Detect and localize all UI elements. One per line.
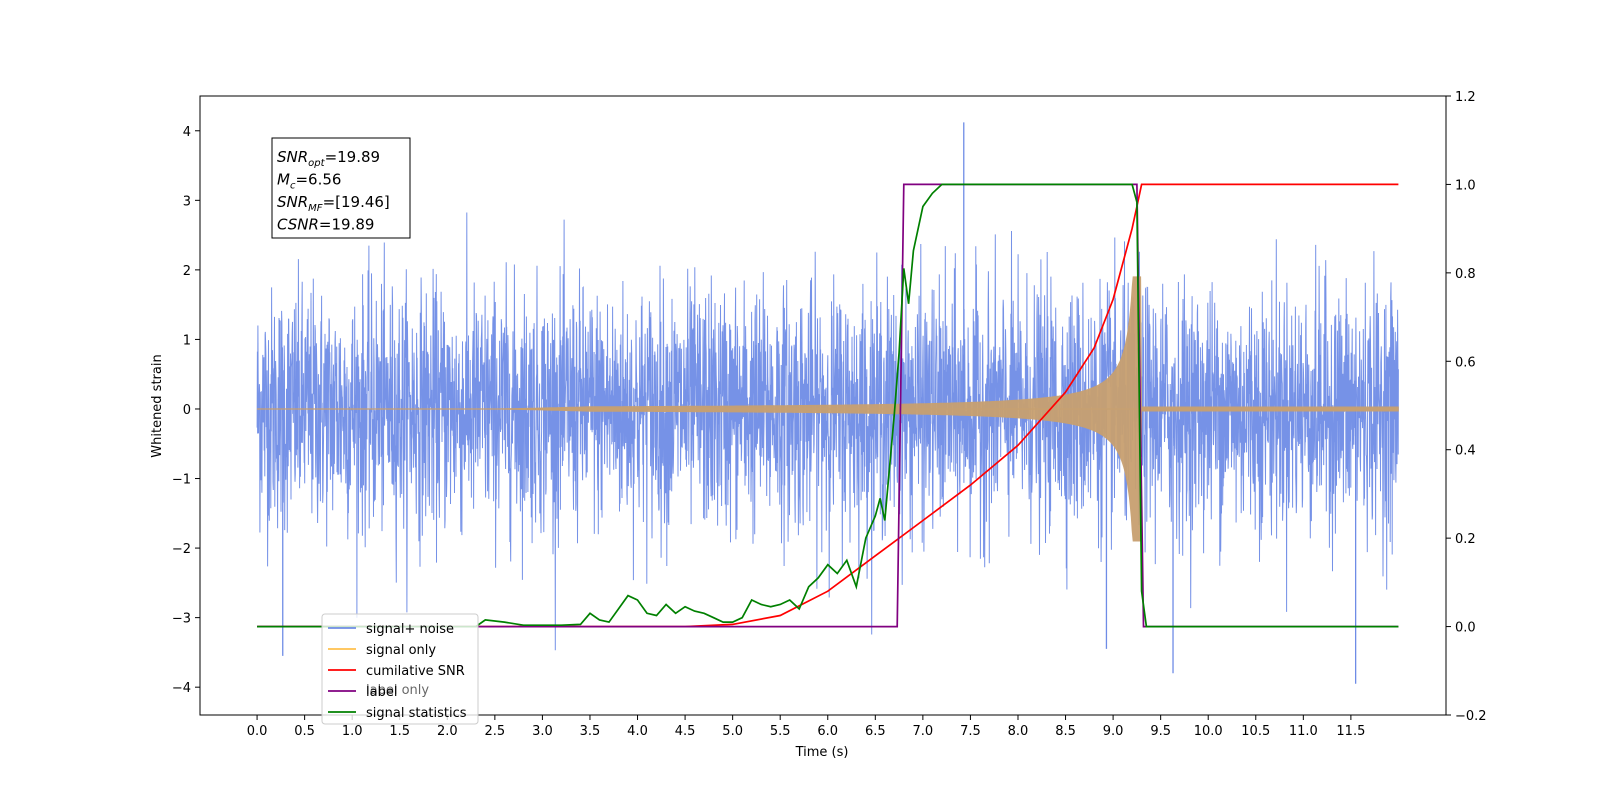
x-tick-label: 3.0 [532,724,553,739]
annotation-line: SNRMF=[19.46] [277,193,390,214]
x-tick-label: 2.0 [437,724,458,739]
y-tick-label: 3 [183,194,191,209]
y2-tick-label: 0.4 [1455,444,1476,459]
x-tick-label: 8.0 [1008,724,1029,739]
legend-label: cumilative SNR [366,664,465,679]
x-tick-label: 4.0 [627,724,648,739]
y2-tick-label: 1.0 [1455,178,1476,193]
y-tick-label: −3 [172,612,191,627]
y2-tick-label: 0.6 [1455,355,1476,370]
y2-tick-label: 0.8 [1455,267,1476,282]
x-tick-label: 0.5 [294,724,315,739]
y-tick-label: −2 [172,542,191,557]
y2-tick-label: −0.2 [1455,709,1487,724]
x-tick-label: 8.5 [1055,724,1076,739]
annotation-line: Mc=6.56 [277,171,341,192]
y2-tick-label: 0.2 [1455,532,1476,547]
x-tick-label: 7.0 [913,724,934,739]
y2-tick-label: 0.0 [1455,621,1476,636]
x-tick-label: 10.5 [1241,724,1270,739]
legend-label: signal statistics [366,706,467,721]
legend-label: label [366,685,397,700]
x-tick-label: 6.5 [865,724,886,739]
x-tick-label: 2.5 [485,724,506,739]
x-tick-label: 1.5 [389,724,410,739]
annotation-line: SNRopt=19.89 [277,148,380,169]
x-tick-label: 0.0 [247,724,268,739]
y-axis-label: Whitened strain [150,354,165,457]
y-tick-label: 0 [183,403,191,418]
x-tick-label: 7.5 [960,724,981,739]
x-tick-label: 10.0 [1194,724,1223,739]
x-tick-label: 5.5 [770,724,791,739]
legend: label only signal+ noise signal only cumil… [321,613,479,725]
y-tick-label: −1 [172,473,191,488]
y-tick-label: 4 [183,125,191,140]
series-cumilative-snr [257,183,1399,628]
y2-tick-label: 1.2 [1455,90,1476,105]
x-tick-label: 6.0 [817,724,838,739]
y-tick-label: 2 [183,264,191,279]
x-tick-label: 4.5 [675,724,696,739]
series-signal-noise [256,212,1399,651]
series-signal-statistics [257,183,1399,628]
x-tick-label: 3.5 [580,724,601,739]
legend-label: signal+ noise [366,622,454,637]
x-tick-label: 11.0 [1289,724,1318,739]
x-tick-label: 1.0 [342,724,363,739]
x-tick-label: 9.5 [1150,724,1171,739]
x-tick-label: 5.0 [722,724,743,739]
annotation-line: CSNR=19.89 [277,216,374,234]
y-tick-label: −4 [172,681,191,696]
legend-label: signal only [366,643,436,658]
x-tick-label: 11.5 [1336,724,1365,739]
y-tick-label: 1 [183,333,191,348]
x-tick-label: 9.0 [1103,724,1124,739]
legend-hidden-label: label only [366,683,429,698]
plot-frame [199,95,1447,716]
x-axis-label: Time (s) [795,745,849,760]
